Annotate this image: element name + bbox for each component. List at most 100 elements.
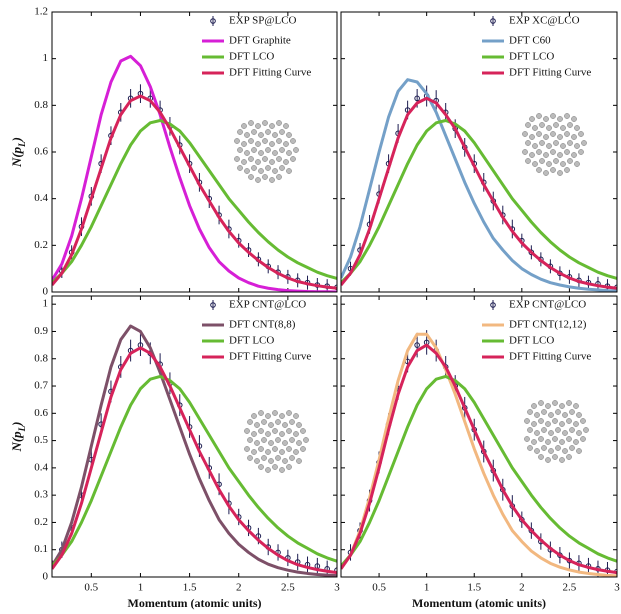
inset-atom [560,143,566,149]
inset-atom [564,113,570,119]
inset-atom [237,129,243,135]
line [341,119,617,284]
inset-atom [286,410,292,416]
inset-atom [282,458,288,464]
y-tick-label: 0.1 [34,543,48,555]
inset-atom [269,159,275,165]
inset-atom [272,464,278,470]
inset-atom [282,440,288,446]
inset-atom [557,134,563,140]
inset-atom [550,149,556,155]
inset-atom [268,458,274,464]
inset-atom [545,421,551,427]
inset-atom [265,467,271,473]
line [52,54,337,292]
inset-atom [244,446,250,452]
inset-atom [562,412,568,418]
inset-atom [555,409,561,415]
inset-atom [559,439,565,445]
legend-label: DFT Graphite [229,35,291,47]
inset-atom [272,410,278,416]
y-tick-label: 0 [43,571,49,583]
legend-marker [490,302,496,308]
inset-atom [538,400,544,406]
inset-atom [545,439,551,445]
x-tick-label: 1 [424,582,430,594]
inset-atom [529,134,535,140]
panel: 0 0.2 0.4 0.6 0.8 1 1.2 N(pL) EXP SP@LCO DFT Grap… [9,6,338,298]
inset-atom [573,439,579,445]
inset-atom [543,134,549,140]
inset-atom [536,149,542,155]
inset-atom [272,168,278,174]
inset-atom [293,413,299,419]
inset-atom [552,436,558,442]
inset-atom [529,116,535,122]
inset-atom [566,400,572,406]
inset-atom [550,131,556,137]
inset-atom [555,445,561,451]
x-tick-label: 2 [519,582,525,594]
inset-atom [276,174,282,180]
inset-atom [241,123,247,129]
inset-atom [258,428,264,434]
inset-atom [552,418,558,424]
x-tick-label: 1.5 [183,582,197,594]
inset-atom [525,140,531,146]
inset-atom [289,455,295,461]
inset-atom [244,428,250,434]
plot-area [341,330,617,577]
inset-atom [580,436,586,442]
inset-atom [546,125,552,131]
inset-atom [532,161,538,167]
y-tick-label: 0 [43,286,49,298]
inset-atom [564,149,570,155]
inset-atom [527,445,533,451]
legend-label: DFT LCO [509,51,554,63]
inset-atom [303,437,309,443]
inset-atom [272,446,278,452]
inset-atom [241,141,247,147]
legend-label: DFT Fitting Curve [509,351,591,363]
legend-label: EXP CNT@LCO [229,299,306,311]
inset-atom [580,418,586,424]
inset-atom [567,122,573,128]
inset-atom [251,129,257,135]
inset-atom [538,454,544,460]
inset-atom [578,149,584,155]
panel: 0.5 1 1.5 2 2.5 3 Momentum (atomic units) EXP C… [340,295,620,610]
plot-area [52,324,337,577]
inset-atom [538,436,544,442]
inset-atom [258,168,264,174]
line [52,324,337,577]
inset-atom [290,156,296,162]
inset-atom [275,455,281,461]
legend-label: DFT Fitting Curve [509,67,591,79]
inset-atom [562,448,568,454]
inset-atom [557,116,563,122]
plot-area [341,78,617,292]
inset-atom [244,150,250,156]
axes-frame [340,295,618,578]
line [52,119,337,284]
inset-atom [566,418,572,424]
inset-atom [293,147,299,153]
inset-atom [251,165,257,171]
x-tick-label: 3 [614,582,620,594]
inset-atom [286,168,292,174]
inset-atom [265,147,271,153]
y-tick-label: 0.6 [34,407,48,419]
inset-atom [559,457,565,463]
inset-atom [276,156,282,162]
inset-atom [524,418,530,424]
inset-atom [265,165,271,171]
inset-atom [289,437,295,443]
inset-atom [564,131,570,137]
inset-atom [560,125,566,131]
inset-atom [265,431,271,437]
inset-atom [548,430,554,436]
inset-atom [279,413,285,419]
inset-atom [571,116,577,122]
inset-atom [574,161,580,167]
